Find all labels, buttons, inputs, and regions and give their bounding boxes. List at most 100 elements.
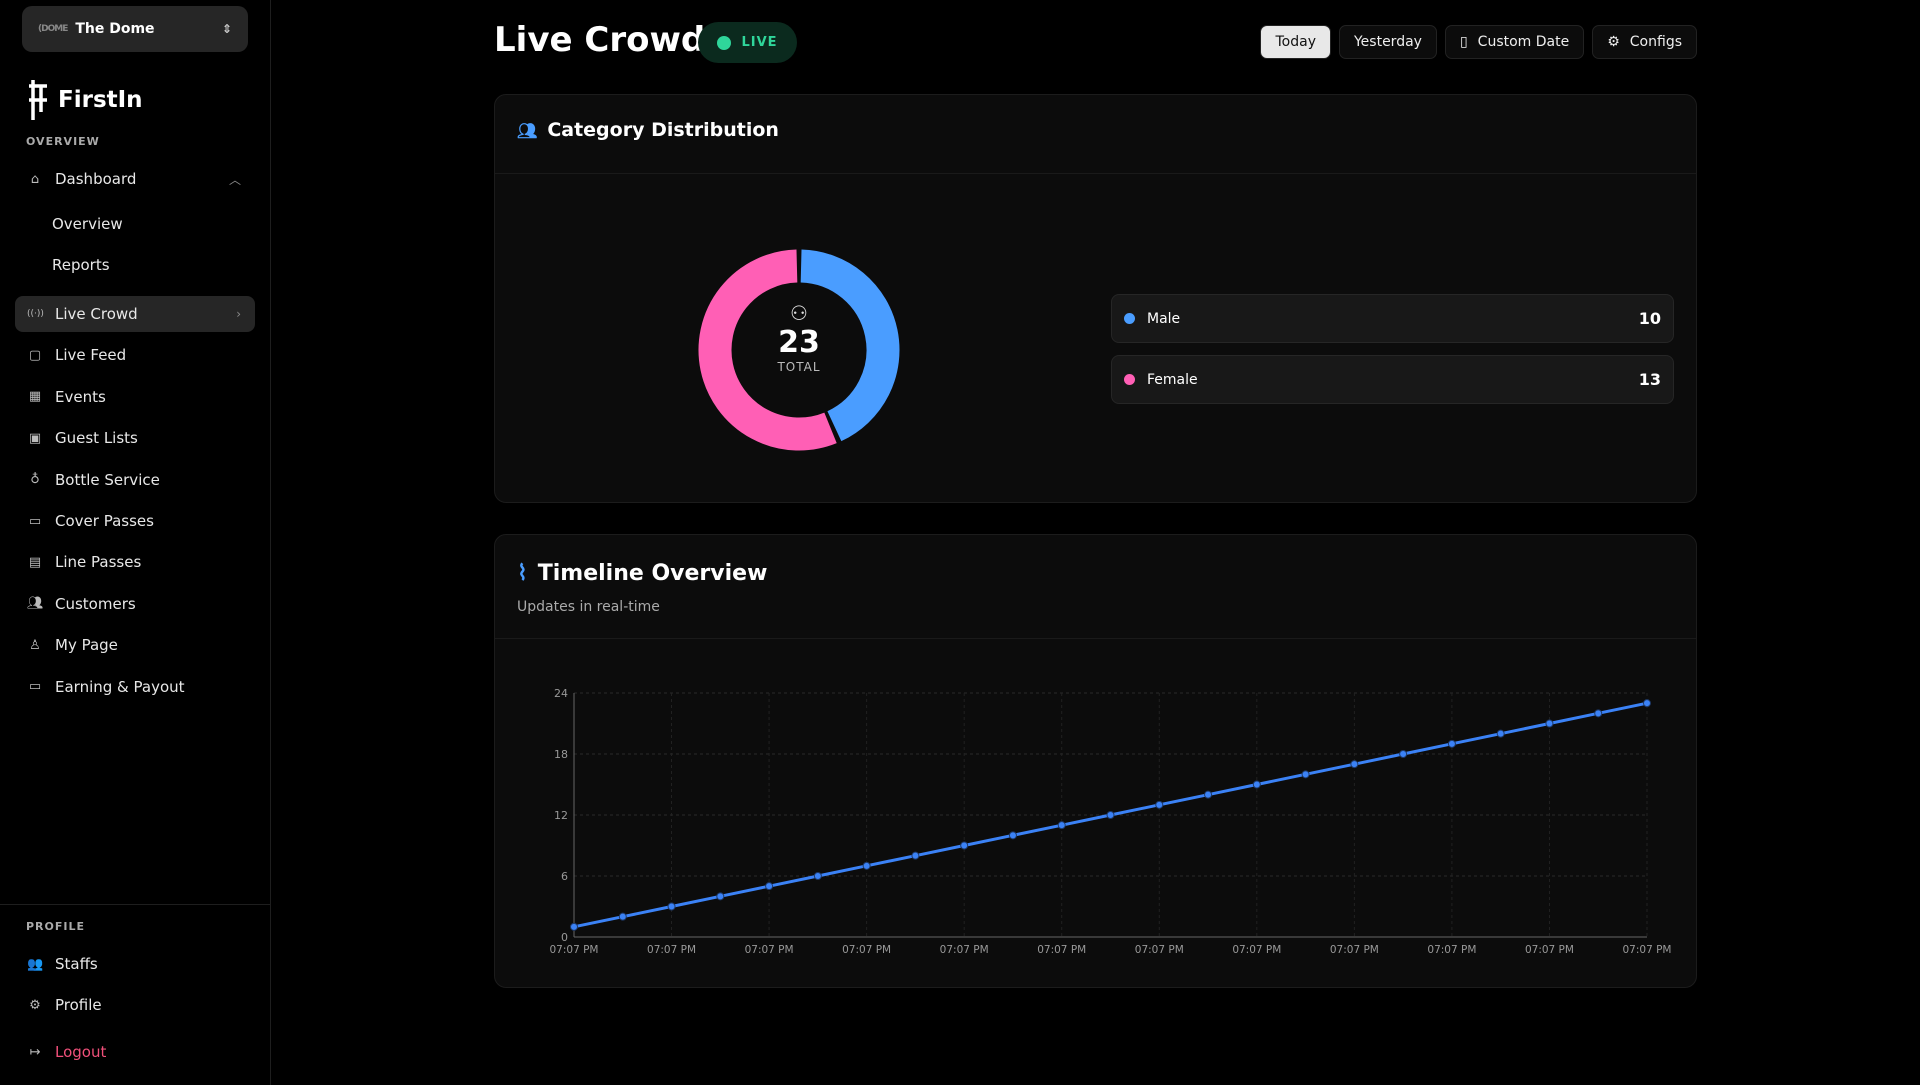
donut-chart bbox=[698, 249, 900, 451]
data-point bbox=[813, 872, 822, 880]
legend-label: Female bbox=[1147, 371, 1198, 388]
section-profile: PROFILE bbox=[26, 920, 86, 933]
users-icon: ⚇ bbox=[790, 301, 808, 325]
chevron-right-icon: › bbox=[236, 307, 241, 321]
broadcast-icon: ((·)) bbox=[27, 309, 44, 319]
venue-name: The Dome bbox=[75, 21, 155, 37]
calendar-icon: ▦ bbox=[28, 389, 42, 405]
button-label: Configs bbox=[1629, 34, 1682, 50]
sidebar-item-customers[interactable]: 👥︎ Customers bbox=[15, 586, 255, 622]
custom-date-button[interactable]: ▯ Custom Date bbox=[1444, 25, 1585, 59]
card-subtitle: Updates in real-time bbox=[517, 599, 660, 615]
data-point bbox=[1399, 750, 1408, 758]
live-dot-icon bbox=[717, 35, 732, 50]
divider bbox=[0, 904, 271, 905]
sidebar-item-label: Staffs bbox=[55, 955, 98, 973]
x-tick-label: 07:07 PM bbox=[550, 944, 599, 956]
sidebar-subitem-overview[interactable]: Overview bbox=[52, 215, 123, 233]
calendar-icon: ▯ bbox=[1459, 34, 1468, 50]
legend-item-female: Female 13 bbox=[1111, 355, 1674, 404]
sidebar-item-guest-lists[interactable]: ▣ Guest Lists bbox=[15, 420, 255, 456]
sidebar-item-profile[interactable]: ⚙ Profile bbox=[15, 987, 255, 1023]
timeline-chart: 0 6 12 18 24 07:07 PM 07:07 PM 07:07 PM 07:07 PM… bbox=[550, 687, 1672, 956]
divider bbox=[495, 173, 1696, 174]
today-button[interactable]: Today bbox=[1260, 25, 1331, 59]
venue-logo: (DOME bbox=[38, 24, 68, 34]
sidebar-item-label: Guest Lists bbox=[55, 429, 138, 448]
y-tick-label: 24 bbox=[554, 687, 568, 700]
card-header: ⌇ Timeline Overview bbox=[495, 555, 1696, 591]
data-point bbox=[1496, 729, 1505, 738]
y-tick-label: 6 bbox=[561, 870, 568, 883]
data-point bbox=[1204, 790, 1213, 799]
sidebar-item-label: Line Passes bbox=[55, 553, 142, 572]
page-title: Live Crowd bbox=[494, 20, 706, 60]
user-icon: ♙ bbox=[29, 637, 41, 653]
users-icon: 👥︎ bbox=[27, 596, 44, 612]
y-tick-label: 0 bbox=[561, 931, 568, 944]
venue-selector[interactable]: (DOME The Dome ⇕ bbox=[22, 6, 248, 52]
data-point bbox=[570, 922, 578, 931]
category-distribution-card: 👥︎ Category Distribution ⚇ 23 TOTAL Male… bbox=[494, 94, 1697, 503]
x-tick-label: 07:07 PM bbox=[940, 944, 989, 956]
x-tick-label: 07:07 PM bbox=[745, 944, 794, 956]
card-header: 👥︎ Category Distribution bbox=[495, 95, 1696, 165]
card-title: Timeline Overview bbox=[537, 560, 768, 586]
sidebar-item-label: Live Crowd bbox=[55, 305, 138, 323]
yesterday-button[interactable]: Yesterday bbox=[1338, 25, 1437, 59]
sidebar-item-live-crowd[interactable]: ((·)) Live Crowd › bbox=[15, 296, 255, 332]
sidebar-item-label: Earning & Payout bbox=[55, 677, 185, 696]
data-point bbox=[716, 892, 725, 901]
sidebar-subitem-reports[interactable]: Reports bbox=[52, 256, 110, 274]
feed-icon: ▢ bbox=[28, 347, 42, 363]
sidebar-item-events[interactable]: ▦ Events bbox=[15, 379, 255, 415]
button-label: Custom Date bbox=[1477, 34, 1570, 50]
x-tick-label: 07:07 PM bbox=[647, 944, 696, 956]
wallet-icon: ▭ bbox=[28, 679, 42, 695]
sidebar-item-cover-passes[interactable]: ▭ Cover Passes bbox=[15, 503, 255, 539]
card-icon: ▭ bbox=[28, 513, 42, 529]
total-label: TOTAL bbox=[777, 360, 821, 374]
sidebar-item-line-passes[interactable]: ▤ Line Passes bbox=[15, 544, 255, 580]
chevron-up-icon: ︿ bbox=[228, 172, 241, 187]
sidebar-item-bottle-service[interactable]: ♁ Bottle Service bbox=[15, 462, 255, 498]
data-point bbox=[1594, 709, 1603, 718]
sidebar-item-earning-payout[interactable]: ▭ Earning & Payout bbox=[15, 669, 255, 705]
donut-slice-female bbox=[698, 249, 837, 451]
sidebar-item-label: Cover Passes bbox=[55, 512, 154, 530]
logout-label: Logout bbox=[55, 1043, 107, 1061]
donut-slice-male bbox=[800, 249, 900, 442]
date-filter: Today Yesterday ▯ Custom Date ⚙ Configs bbox=[1260, 25, 1697, 59]
sidebar-item-my-page[interactable]: ♙ My Page bbox=[15, 627, 255, 663]
button-label: Today bbox=[1275, 34, 1316, 50]
data-point bbox=[618, 912, 627, 921]
data-point bbox=[911, 851, 920, 860]
data-point bbox=[1106, 811, 1115, 819]
x-tick-label: 07:07 PM bbox=[1525, 944, 1574, 956]
button-label: Yesterday bbox=[1353, 34, 1422, 50]
sidebar-item-label: My Page bbox=[55, 636, 118, 655]
data-point bbox=[765, 882, 774, 891]
logout-button[interactable]: ↦ Logout bbox=[15, 1034, 255, 1070]
x-tick-label: 07:07 PM bbox=[1427, 944, 1476, 956]
total-value: 23 bbox=[778, 325, 820, 360]
sidebar-item-dashboard[interactable]: ⌂ Dashboard ︿ bbox=[15, 161, 255, 197]
data-point bbox=[960, 841, 969, 850]
x-tick-label: 07:07 PM bbox=[842, 944, 891, 956]
x-tick-label: 07:07 PM bbox=[1037, 944, 1086, 956]
activity-icon: ⌇ bbox=[517, 560, 528, 586]
x-tick-label: 07:07 PM bbox=[1232, 944, 1281, 956]
contact-icon: ▣ bbox=[28, 430, 42, 446]
data-point bbox=[1008, 831, 1017, 840]
legend-label: Male bbox=[1147, 310, 1181, 327]
timeline-overview-card: ⌇ Timeline Overview Updates in real-time… bbox=[494, 534, 1697, 988]
gear-icon: ⚙ bbox=[1607, 34, 1620, 50]
x-tick-label: 07:07 PM bbox=[1135, 944, 1184, 956]
sidebar-item-live-feed[interactable]: ▢ Live Feed bbox=[15, 337, 255, 373]
sidebar-item-staffs[interactable]: 👥 Staffs bbox=[15, 946, 255, 982]
configs-button[interactable]: ⚙ Configs bbox=[1592, 25, 1697, 59]
x-tick-label: 07:07 PM bbox=[1330, 944, 1379, 956]
sidebar-item-label: Dashboard bbox=[55, 170, 137, 188]
donut-center: ⚇ 23 TOTAL bbox=[679, 301, 919, 374]
logout-icon: ↦ bbox=[29, 1044, 41, 1060]
